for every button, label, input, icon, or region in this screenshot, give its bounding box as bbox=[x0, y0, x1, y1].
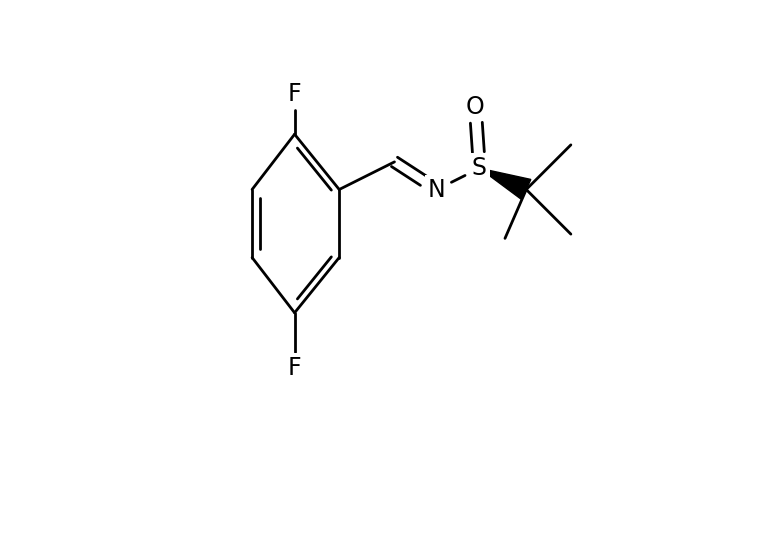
Polygon shape bbox=[479, 168, 531, 200]
Text: F: F bbox=[288, 356, 301, 380]
Text: S: S bbox=[472, 156, 487, 181]
Text: O: O bbox=[466, 94, 485, 119]
Text: F: F bbox=[288, 82, 301, 106]
Text: N: N bbox=[428, 178, 446, 201]
